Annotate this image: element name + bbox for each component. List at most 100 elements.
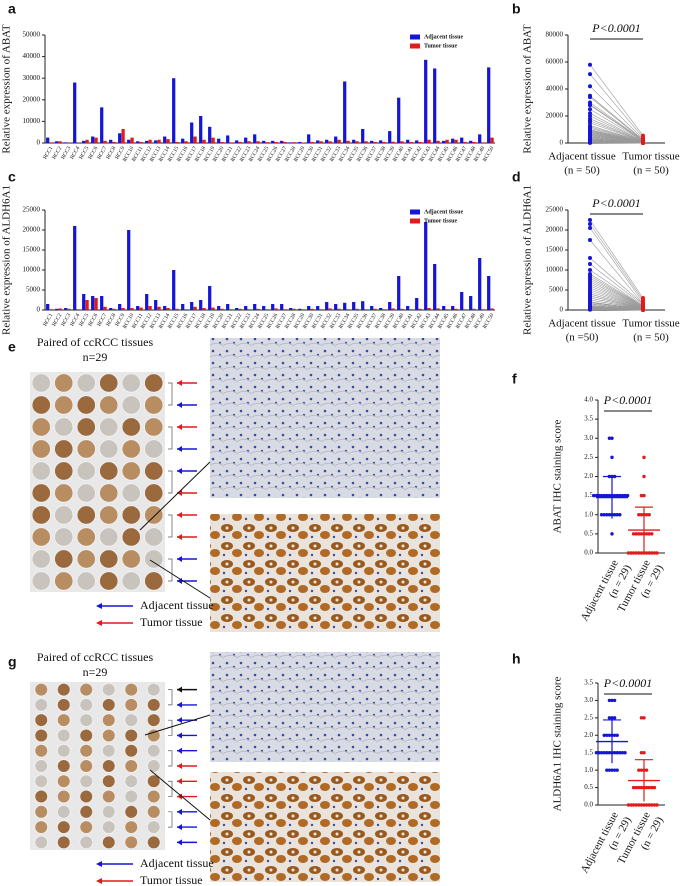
legend-label: Tumor tissue (424, 218, 458, 224)
bar (184, 309, 188, 310)
bar (172, 78, 176, 143)
pair-line (589, 219, 644, 299)
tma-core (146, 820, 161, 834)
y-tick-label: 2.0 (584, 472, 593, 480)
bar (289, 142, 293, 143)
tma-title: Paired of ccRCC tissues (37, 335, 154, 349)
y-tick-label: 80000 (546, 31, 564, 39)
pair-line (589, 227, 644, 303)
y-tick-label: 3.0 (584, 696, 593, 704)
y-tick-label: 15000 (546, 246, 564, 254)
tma-core (76, 527, 96, 547)
bar (121, 308, 125, 310)
data-point (599, 751, 604, 755)
y-tick-label: 0.5 (584, 529, 593, 537)
pair-line (589, 257, 644, 305)
tma-core (79, 682, 94, 697)
bar (316, 306, 320, 310)
panel-letter: b (512, 1, 521, 17)
y-tick-label: 20000 (546, 112, 564, 120)
bar (193, 306, 197, 310)
pair-bracket (168, 514, 173, 538)
data-point (634, 785, 638, 790)
y-tick-label: 15000 (23, 246, 41, 254)
data-point (610, 532, 614, 536)
data-point (626, 803, 631, 807)
tma-core (144, 417, 164, 437)
pair-line (589, 287, 644, 309)
data-point (602, 733, 606, 737)
bar (64, 142, 68, 143)
data-point (631, 803, 636, 807)
tma-core (31, 461, 51, 481)
tma-core (101, 820, 116, 834)
tma-core (79, 728, 94, 743)
tma-core (31, 527, 51, 547)
bar (235, 308, 239, 310)
row-arrowhead (177, 732, 182, 739)
bar (325, 139, 329, 143)
legend-label: Tumor tissue (140, 873, 203, 886)
bar (163, 306, 167, 310)
bar (211, 137, 215, 143)
data-point (620, 751, 625, 755)
legend-label: Adjacent tissue (424, 209, 464, 215)
tma-core (76, 395, 96, 415)
y-tick-label: 1.5 (584, 748, 593, 756)
bar (436, 140, 440, 143)
y-tick-label: 40000 (23, 52, 41, 60)
tma-core (34, 820, 49, 834)
bar (112, 308, 116, 310)
bar (481, 309, 485, 310)
x-tick-sublabel: (n = 50) (633, 165, 669, 177)
data-point (597, 751, 601, 755)
tma-core (79, 713, 94, 727)
bar (229, 142, 233, 143)
pair-line (589, 104, 644, 141)
bar (337, 308, 341, 310)
data-point (629, 551, 633, 555)
row-arrowhead (177, 763, 182, 769)
tma-core (54, 395, 74, 415)
bar (100, 296, 104, 310)
pair-bracket (168, 426, 173, 450)
data-point (641, 307, 645, 312)
pair-bracket (168, 811, 173, 828)
legend-label: Tumor tissue (424, 43, 458, 49)
pair-line (589, 293, 644, 309)
bar (103, 306, 107, 310)
y-tick-label: 0 (37, 139, 41, 147)
tma-core (56, 713, 71, 727)
bar (262, 140, 266, 143)
tma-core (79, 774, 94, 789)
data-point (626, 551, 631, 555)
data-point (650, 803, 654, 807)
data-point (610, 768, 614, 772)
tma-core (121, 439, 141, 459)
bar (445, 309, 449, 310)
bar (337, 139, 341, 143)
tma-core (101, 682, 116, 697)
bar (109, 308, 113, 310)
tma-core (144, 439, 164, 459)
y-tick-label: 20000 (23, 226, 41, 234)
data-point (650, 785, 654, 790)
tma-core (144, 527, 164, 547)
tma-core (54, 461, 74, 481)
bar (397, 97, 401, 143)
pair-line (589, 291, 644, 309)
tma-core (121, 461, 141, 481)
tma-core (146, 789, 161, 804)
data-point (605, 493, 609, 498)
bar (262, 306, 266, 310)
zoom-line (139, 461, 211, 531)
tma-core (56, 820, 71, 834)
tma-core (99, 395, 119, 415)
bar (280, 140, 284, 143)
tma-core (99, 571, 119, 591)
bar (391, 308, 395, 310)
data-point (615, 513, 619, 517)
bar (208, 126, 212, 143)
bar (217, 138, 221, 143)
y-axis-label: Relative expression of ALDH6A1 (522, 185, 534, 335)
